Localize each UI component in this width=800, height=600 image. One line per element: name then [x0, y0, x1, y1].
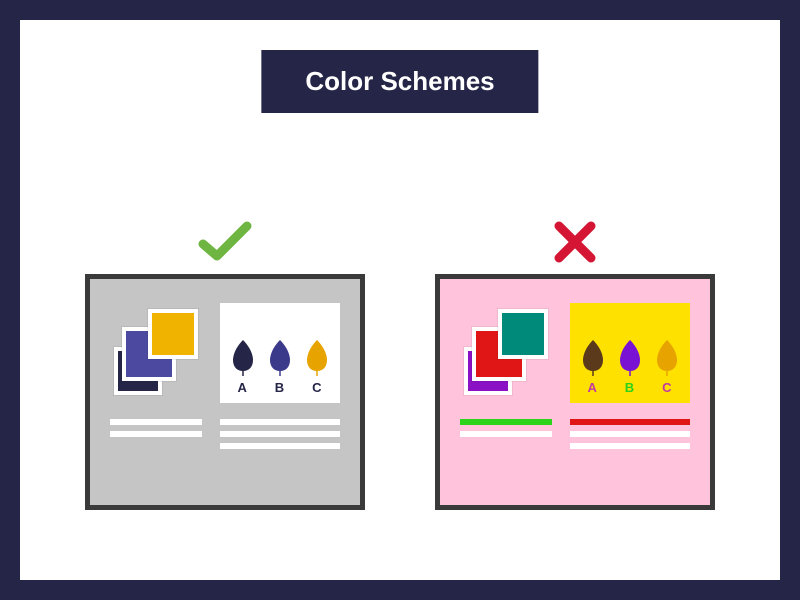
- panel-bad-wrap: A B C: [435, 220, 715, 510]
- text-line: [220, 419, 340, 425]
- leaf-label: B: [625, 380, 635, 395]
- text-line: [110, 419, 202, 425]
- title-box: Color Schemes: [261, 50, 538, 113]
- text-lines: [110, 419, 340, 449]
- cross-icon: [553, 220, 597, 264]
- text-lines: [460, 419, 690, 449]
- leaf-label: A: [587, 380, 597, 395]
- panel-bad: A B C: [435, 274, 715, 510]
- leaf-item: A: [580, 338, 606, 395]
- photo-front: [498, 309, 548, 359]
- leaf-label: C: [662, 380, 672, 395]
- text-line: [570, 443, 690, 449]
- photo-front: [148, 309, 198, 359]
- panel-good-wrap: A B C: [85, 220, 365, 510]
- leaf-item: B: [267, 338, 293, 395]
- leaves-card: A B C: [220, 303, 340, 403]
- panel-good: A B C: [85, 274, 365, 510]
- leaf-item: C: [304, 338, 330, 395]
- leaf-label: B: [275, 380, 285, 395]
- photo-stack: [110, 303, 202, 403]
- text-line: [570, 431, 690, 437]
- text-line: [220, 443, 340, 449]
- check-icon: [197, 220, 253, 264]
- leaf-label: C: [312, 380, 322, 395]
- text-line: [220, 431, 340, 437]
- leaf-label: A: [237, 380, 247, 395]
- leaf-item: C: [654, 338, 680, 395]
- text-line: [460, 419, 552, 425]
- infographic-frame: Color Schemes A B C: [0, 0, 800, 600]
- title-text: Color Schemes: [305, 66, 494, 97]
- photo-stack: [460, 303, 552, 403]
- text-line: [460, 431, 552, 437]
- leaf-item: A: [230, 338, 256, 395]
- panels-row: A B C: [20, 220, 780, 510]
- leaf-item: B: [617, 338, 643, 395]
- text-line: [570, 419, 690, 425]
- text-line: [110, 431, 202, 437]
- leaves-card: A B C: [570, 303, 690, 403]
